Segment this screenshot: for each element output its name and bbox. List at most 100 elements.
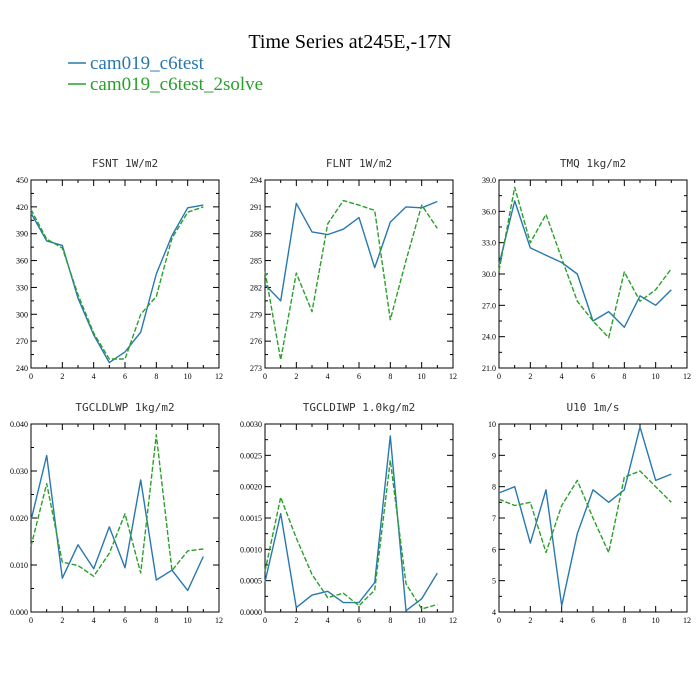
y-tick-label: 294 xyxy=(250,176,262,185)
y-tick-label: 285 xyxy=(250,257,262,266)
plot-frame xyxy=(264,179,454,369)
x-tick-label: 6 xyxy=(123,372,127,381)
legend: cam019_c6test cam019_c6test_2solve xyxy=(68,53,263,95)
y-tick-label: 8 xyxy=(492,483,496,492)
series-line-2 xyxy=(264,199,438,361)
y-tick-label: 0.0010 xyxy=(240,545,262,554)
y-tick-label: 0.0020 xyxy=(240,483,262,492)
panel-title: TGCLDLWP 1kg/m2 xyxy=(75,401,174,414)
x-tick-label: 12 xyxy=(449,616,457,625)
y-tick-label: 6 xyxy=(492,545,496,554)
x-tick-label: 8 xyxy=(154,372,158,381)
x-tick-label: 0 xyxy=(263,372,267,381)
y-tick-label: 288 xyxy=(250,230,262,239)
y-tick-label: 240 xyxy=(16,364,28,373)
y-tick-label: 5 xyxy=(492,577,496,586)
x-tick-label: 2 xyxy=(528,616,532,625)
chart-panel-5: TGCLDIWP 1.0kg/m2 0 2 4 6 8 10 12 0.0000 0.0005 0.… xyxy=(240,401,457,625)
series-line-2 xyxy=(264,459,438,610)
x-tick-label: 12 xyxy=(215,372,223,381)
x-tick-label: 12 xyxy=(215,616,223,625)
y-tick-label: 300 xyxy=(16,310,28,319)
y-tick-label: 10 xyxy=(488,420,496,429)
plot-frame xyxy=(498,179,688,369)
x-tick-label: 10 xyxy=(418,372,426,381)
series-line-2 xyxy=(30,434,204,577)
y-tick-label: 21.0 xyxy=(482,364,496,373)
legend-label-series-1: cam019_c6test xyxy=(90,53,205,74)
y-tick-label: 0.030 xyxy=(10,467,28,476)
series-line-2 xyxy=(498,470,672,554)
x-tick-label: 8 xyxy=(622,372,626,381)
series-line-2 xyxy=(498,186,672,339)
y-tick-label: 39.0 xyxy=(482,176,496,185)
series-line-1 xyxy=(264,200,438,302)
x-tick-label: 8 xyxy=(388,616,392,625)
x-tick-label: 10 xyxy=(418,616,426,625)
y-tick-label: 282 xyxy=(250,283,262,292)
y-tick-label: 0.040 xyxy=(10,420,28,429)
y-tick-label: 33.0 xyxy=(482,239,496,248)
chart-panel-2: FLNT 1W/m2 0 2 4 6 8 10 12 273 276 279 282 285 288 291… xyxy=(250,157,457,381)
x-tick-label: 4 xyxy=(326,616,330,625)
series-line-1 xyxy=(264,435,438,612)
y-tick-label: 270 xyxy=(16,337,28,346)
y-tick-label: 0.0000 xyxy=(240,608,262,617)
x-tick-label: 6 xyxy=(357,372,361,381)
x-tick-label: 2 xyxy=(528,372,532,381)
y-tick-label: 24.0 xyxy=(482,333,496,342)
panel-title: TMQ 1kg/m2 xyxy=(560,157,626,170)
series-line-1 xyxy=(30,204,204,364)
y-tick-label: 360 xyxy=(16,257,28,266)
y-tick-label: 0.0030 xyxy=(240,420,262,429)
y-tick-label: 9 xyxy=(492,451,496,460)
series-line-1 xyxy=(498,200,672,328)
plot-frame xyxy=(264,423,454,613)
x-tick-label: 4 xyxy=(326,372,330,381)
y-tick-label: 420 xyxy=(16,203,28,212)
y-tick-label: 450 xyxy=(16,176,28,185)
y-tick-label: 7 xyxy=(492,514,496,523)
y-tick-label: 30.0 xyxy=(482,270,496,279)
x-tick-label: 10 xyxy=(184,616,192,625)
panel-title: FSNT 1W/m2 xyxy=(92,157,158,170)
x-tick-label: 0 xyxy=(497,616,501,625)
x-tick-label: 0 xyxy=(29,372,33,381)
x-tick-label: 6 xyxy=(357,616,361,625)
x-tick-label: 2 xyxy=(60,616,64,625)
x-tick-label: 0 xyxy=(263,616,267,625)
x-tick-label: 6 xyxy=(591,616,595,625)
x-tick-label: 8 xyxy=(622,616,626,625)
y-tick-label: 291 xyxy=(250,203,262,212)
x-tick-label: 6 xyxy=(591,372,595,381)
x-tick-label: 8 xyxy=(388,372,392,381)
x-tick-label: 10 xyxy=(184,372,192,381)
x-tick-label: 2 xyxy=(294,616,298,625)
x-tick-label: 4 xyxy=(560,616,564,625)
y-tick-label: 0.010 xyxy=(10,561,28,570)
y-tick-label: 273 xyxy=(250,364,262,373)
chart-panel-3: TMQ 1kg/m2 0 2 4 6 8 10 12 21.0 24.0 27.0 30.0 33.0 3… xyxy=(482,157,691,381)
y-tick-label: 36.0 xyxy=(482,207,496,216)
y-tick-label: 4 xyxy=(492,608,496,617)
x-tick-label: 6 xyxy=(123,616,127,625)
panel-title: TGCLDIWP 1.0kg/m2 xyxy=(303,401,416,414)
legend-label-series-2: cam019_c6test_2solve xyxy=(90,74,263,95)
x-tick-label: 2 xyxy=(60,372,64,381)
x-tick-label: 2 xyxy=(294,372,298,381)
x-tick-label: 4 xyxy=(560,372,564,381)
x-tick-label: 12 xyxy=(683,372,691,381)
x-tick-label: 12 xyxy=(683,616,691,625)
x-tick-label: 8 xyxy=(154,616,158,625)
y-tick-label: 0.0015 xyxy=(240,514,262,523)
y-tick-label: 0.000 xyxy=(10,608,28,617)
figure-title: Time Series at245E,-17N xyxy=(248,31,451,53)
y-tick-label: 0.0005 xyxy=(240,577,262,586)
y-tick-label: 0.0025 xyxy=(240,451,262,460)
x-tick-label: 4 xyxy=(92,372,96,381)
y-tick-label: 276 xyxy=(250,337,262,346)
x-tick-label: 12 xyxy=(449,372,457,381)
x-tick-label: 4 xyxy=(92,616,96,625)
x-tick-label: 10 xyxy=(652,372,660,381)
